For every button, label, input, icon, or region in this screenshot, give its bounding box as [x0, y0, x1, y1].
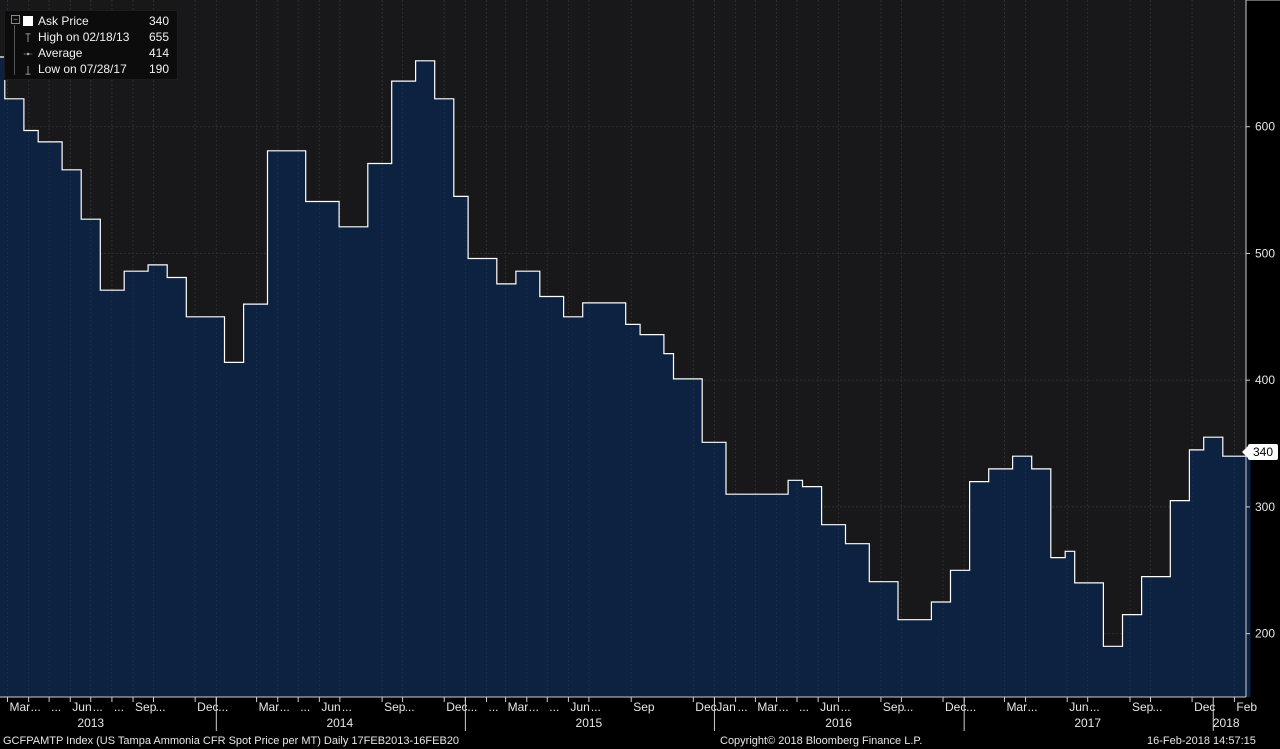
y-tick-label: 600 [1255, 120, 1275, 134]
y-tick-label: 200 [1255, 627, 1275, 641]
x-tick-label: Mar [10, 700, 31, 714]
x-tick-label: Sep [633, 700, 655, 714]
x-tick-label: Dec [945, 700, 966, 714]
y-tick-label: 400 [1255, 373, 1275, 387]
x-tick-label: ... [529, 700, 539, 714]
price-series-line [0, 56, 1251, 647]
x-tick-label: Jun [570, 700, 589, 714]
year-label: 2013 [77, 716, 104, 730]
x-tick-label: Mar [259, 700, 280, 714]
price-area-fill [0, 57, 1251, 697]
timestamp-text: 16-Feb-2018 14:57:15 [1147, 735, 1256, 747]
year-label: 2018 [1213, 716, 1240, 730]
x-tick-label: ... [218, 700, 228, 714]
year-label: 2017 [1074, 716, 1101, 730]
x-tick-label: ... [51, 700, 61, 714]
legend-value: 655 [149, 30, 170, 44]
y-tick-label: 500 [1255, 246, 1275, 260]
x-tick-label: ... [779, 700, 789, 714]
x-tick-label: Dec [695, 700, 716, 714]
x-tick-label: ... [1152, 700, 1162, 714]
x-tick-label: Jun [72, 700, 91, 714]
x-axis: Mar...... Jun...... Sep... Dec... Mar...... J… [0, 696, 1257, 731]
legend-label: Low on 07/28/17 [38, 62, 127, 76]
index-description: GCFPAMTP Index (US Tampa Ammonia CFR Spo… [3, 735, 460, 747]
last-value-badge: 340 [1242, 444, 1278, 460]
collapse-icon[interactable]: − [11, 15, 20, 24]
x-tick-label: ... [591, 700, 601, 714]
x-tick-label: Jun [321, 700, 340, 714]
x-tick-label: Sep [384, 700, 406, 714]
year-label: 2015 [576, 716, 603, 730]
copyright-text: Copyright© 2018 Bloomberg Finance L.P. [720, 735, 923, 747]
legend-tree-line [14, 25, 15, 75]
year-label: 2014 [326, 716, 353, 730]
legend-row-average: Average 414 [5, 45, 177, 61]
x-tick-label: Jan [716, 700, 735, 714]
legend-label: High on 02/18/13 [38, 30, 130, 44]
x-tick-label: Sep [883, 700, 905, 714]
x-tick-label: ... [156, 700, 166, 714]
legend-value: 340 [149, 14, 170, 28]
legend-value: 414 [149, 46, 170, 60]
y-axis: 200 300 400 500 600 [1245, 0, 1280, 697]
legend: − Ask Price 340 High on 02/18/13 655 Ave… [4, 10, 178, 80]
footer: GCFPAMTP Index (US Tampa Ammonia CFR Spo… [0, 733, 1280, 749]
x-tick-label: ... [31, 700, 41, 714]
x-tick-label: ... [966, 700, 976, 714]
y-tick-label: 300 [1255, 500, 1275, 514]
year-label: 2016 [825, 716, 852, 730]
legend-label: Ask Price [38, 14, 89, 28]
average-marker-icon [23, 52, 33, 56]
x-tick-label: Jun [820, 700, 839, 714]
x-tick-label: ... [405, 700, 415, 714]
x-tick-label: ... [300, 700, 310, 714]
x-tick-label: Dec [1194, 700, 1215, 714]
legend-row-high: High on 02/18/13 655 [5, 29, 177, 45]
x-tick-label: ... [738, 700, 748, 714]
x-tick-label: Mar [757, 700, 778, 714]
legend-value: 190 [149, 62, 170, 76]
x-tick-label: ... [1090, 700, 1100, 714]
x-tick-label: ... [114, 700, 124, 714]
x-tick-label: ... [903, 700, 913, 714]
legend-label: Average [38, 46, 83, 60]
x-tick-label: ... [467, 700, 477, 714]
x-tick-label: ... [342, 700, 352, 714]
x-tick-label: Sep [1132, 700, 1154, 714]
legend-row-ask-price[interactable]: Ask Price 340 [5, 13, 177, 29]
legend-row-low: Low on 07/28/17 190 [5, 61, 177, 77]
x-tick-label: Mar [508, 700, 529, 714]
x-tick-label: ... [799, 700, 809, 714]
x-tick-label: ... [489, 700, 499, 714]
x-tick-label: Feb [1236, 700, 1257, 714]
x-tick-label: ... [280, 700, 290, 714]
x-tick-label: ... [549, 700, 559, 714]
x-tick-label: Jun [1069, 700, 1088, 714]
x-tick-label: Dec [446, 700, 467, 714]
x-tick-label: Dec [197, 700, 218, 714]
x-tick-label: Sep [135, 700, 157, 714]
low-marker-icon [25, 65, 31, 75]
x-tick-label: ... [93, 700, 103, 714]
x-tick-label: ... [841, 700, 851, 714]
high-marker-icon [25, 33, 31, 43]
series-swatch-icon [23, 16, 33, 26]
x-tick-label: ... [1028, 700, 1038, 714]
x-tick-label: Mar [1006, 700, 1027, 714]
